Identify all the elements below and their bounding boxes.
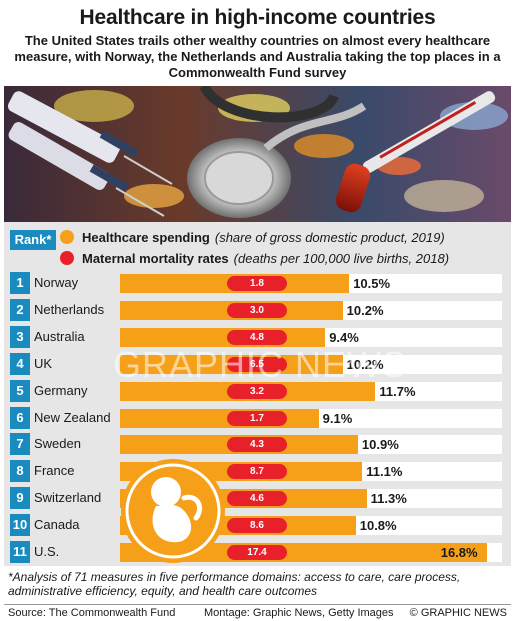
montage-credit: Montage: Graphic News, Getty Images [204,607,394,619]
bar-track: 17.4 16.8% [120,543,502,562]
spending-bar [120,543,487,562]
country-label: New Zealand [34,409,111,425]
mortality-label: 17.4 [227,545,287,560]
spending-label: 11.1% [366,464,403,480]
legend-mortality-title: Maternal mortality rates [82,250,229,266]
mortality-label: 8.7 [227,464,287,480]
chart-row: 6 New Zealand 1.7 9.1% [4,406,511,429]
bar-track: 1.7 9.1% [120,408,502,428]
source-text: Source: The Commonwealth Fund [8,607,176,619]
red-dot-icon [60,251,74,265]
chart-row: 4 UK 6.5 10.2% [4,352,511,375]
spending-label: 10.2% [346,356,384,372]
spending-label: 10.5% [353,276,391,291]
rank-badge: 4 [10,352,30,375]
country-label: Australia [34,328,85,344]
page-subtitle: The United States trails other wealthy c… [14,33,501,80]
country-label: UK [34,355,53,371]
medical-montage-illustration [4,86,511,222]
spending-label: 11.3% [370,491,407,507]
bar-track: 4.3 10.9% [120,435,502,455]
rank-badge: 2 [10,298,30,321]
mortality-label: 1.8 [227,276,287,291]
rank-badge: 6 [10,406,30,429]
orange-dot-icon [60,230,74,244]
spending-label: 10.9% [361,437,399,453]
spending-label: 10.2% [346,302,384,318]
rank-badge: 7 [10,433,30,456]
legend-mortality: Maternal mortality rates (deaths per 100… [60,248,449,268]
chart-row: 7 Sweden 4.3 10.9% [4,433,511,456]
chart-row: 1 Norway 1.8 10.5% [4,272,511,294]
page-title: Healthcare in high-income countries [79,6,436,29]
bar-chart: 1 Norway 1.8 10.5% 2 Netherlands 3.0 10.2% 3 Aust… [4,270,511,566]
spending-bar [120,327,326,347]
rank-badge: 1 [10,272,30,294]
legend-spending: Healthcare spending (share of gross dome… [60,227,445,247]
country-label: Netherlands [34,301,105,317]
spending-label: 10.8% [359,518,397,534]
chart-row: 9 Switzerland 4.6 11.3% [4,487,511,510]
bar-track: 3.2 11.7% [120,381,502,401]
legend-spending-title: Healthcare spending [82,229,210,245]
mortality-label: 1.7 [227,410,287,426]
chart-row: 11 U.S. 17.4 16.8% [4,541,511,563]
mortality-label: 4.3 [227,437,287,453]
country-label: Sweden [34,436,81,452]
chart-row: 10 Canada 8.6 10.8% [4,514,511,537]
rank-badge: 9 [10,487,30,510]
legend-mortality-note: (deaths per 100,000 live births, 2018) [233,250,450,266]
copyright: © GRAPHIC NEWS [409,607,507,619]
rank-badge: 10 [10,514,30,537]
spending-bar [120,408,319,428]
bar-track: 3.0 10.2% [120,300,502,320]
spending-label: 9.4% [329,329,359,345]
chart-row: 2 Netherlands 3.0 10.2% [4,298,511,321]
mortality-label: 3.0 [227,302,287,318]
spending-label: 11.7% [379,383,416,399]
country-label: Switzerland [34,490,102,506]
bar-track: 4.8 9.4% [120,327,502,347]
legend-spending-note: (share of gross domestic product, 2019) [214,229,445,245]
rank-badge: 5 [10,379,30,402]
mortality-label: 4.8 [227,329,287,345]
bar-track: 6.5 10.2% [120,354,502,374]
country-label: Germany [34,382,88,398]
rank-header: Rank* [10,230,56,250]
country-label: Canada [34,517,80,533]
country-label: U.S. [34,544,60,559]
rank-badge: 3 [10,325,30,348]
mortality-label: 4.6 [227,491,287,507]
spending-label: 16.8% [440,545,478,560]
sources-bar: Source: The Commonwealth Fund Montage: G… [4,604,511,619]
foetus-icon [118,456,228,566]
hero-photo [4,86,511,222]
spending-label: 9.1% [322,410,353,426]
mortality-label: 6.5 [227,356,287,372]
rank-badge: 11 [10,541,30,563]
chart-row: 3 Australia 4.8 9.4% [4,325,511,348]
footnote: *Analysis of 71 measures in five perform… [8,570,461,598]
legend: Rank* Healthcare spending (share of gros… [4,222,511,270]
country-label: Norway [34,275,79,290]
country-label: France [34,463,75,479]
mortality-label: 8.6 [227,518,287,534]
chart-row: 8 France 8.7 11.1% [4,460,511,483]
mortality-label: 3.2 [227,383,287,399]
chart-row: 5 Germany 3.2 11.7% [4,379,511,402]
rank-badge: 8 [10,460,30,483]
header: Healthcare in high-income countries The … [0,0,515,86]
bar-track: 1.8 10.5% [120,274,502,293]
